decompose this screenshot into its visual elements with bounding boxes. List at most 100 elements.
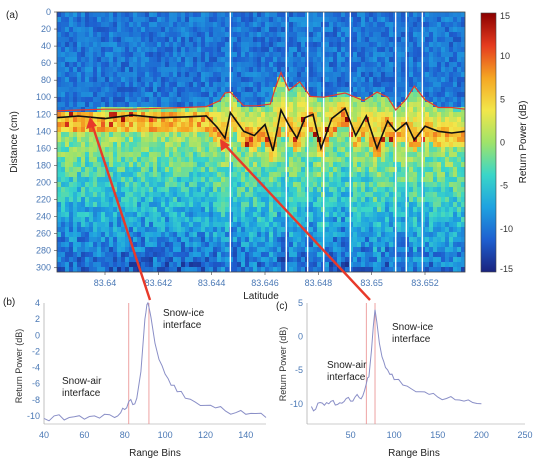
heatmap-cell	[253, 222, 258, 228]
heatmap-cell	[149, 202, 154, 208]
heatmap-cell	[189, 182, 194, 188]
heatmap-cell	[121, 187, 126, 193]
heatmap-cell	[285, 192, 290, 198]
heatmap-cell	[89, 252, 94, 258]
heatmap-cell	[189, 117, 194, 123]
heatmap-cell	[101, 267, 106, 272]
heatmap-cell	[217, 22, 222, 28]
heatmap-cell	[257, 257, 262, 263]
heatmap-cell	[93, 17, 98, 23]
heatmap-cell	[413, 142, 418, 148]
heatmap-cell	[341, 142, 346, 148]
heatmap-cell	[289, 182, 294, 188]
heatmap-cell	[149, 112, 154, 118]
heatmap-cell	[233, 212, 238, 218]
heatmap-cell	[361, 242, 366, 248]
heatmap-cell	[101, 62, 106, 68]
heatmap-cell	[133, 122, 138, 128]
heatmap-cell	[69, 167, 74, 173]
heatmap-cell	[141, 92, 146, 98]
heatmap-cell	[177, 217, 182, 223]
heatmap-cell	[145, 47, 150, 53]
heatmap-cell	[293, 37, 298, 43]
heatmap-cell	[389, 147, 394, 153]
heatmap-cell	[205, 232, 210, 238]
heatmap-cell	[205, 117, 210, 123]
heatmap-cell	[429, 202, 434, 208]
heatmap-cell	[137, 232, 142, 238]
heatmap-cell	[377, 232, 382, 238]
heatmap-cell	[177, 122, 182, 128]
heatmap-cell	[85, 217, 90, 223]
heatmap-cell	[217, 112, 222, 118]
heatmap-cell	[257, 92, 262, 98]
heatmap-cell	[417, 117, 422, 123]
heatmap-cell	[317, 187, 322, 193]
heatmap-cell	[357, 112, 362, 118]
heatmap-cell	[237, 222, 242, 228]
heatmap-cell	[225, 182, 230, 188]
heatmap-cell	[213, 252, 218, 258]
heatmap-cell	[325, 72, 330, 78]
heatmap-cell	[201, 182, 206, 188]
heatmap-cell	[133, 82, 138, 88]
heatmap-cell	[173, 37, 178, 43]
heatmap-cell	[213, 67, 218, 73]
heatmap-cell	[265, 212, 270, 218]
heatmap-cell	[89, 97, 94, 103]
heatmap-cell	[373, 137, 378, 143]
heatmap-cell	[373, 52, 378, 58]
heatmap-cell	[105, 102, 110, 108]
heatmap-cell	[169, 177, 174, 183]
heatmap-cell	[233, 167, 238, 173]
heatmap-cell	[133, 62, 138, 68]
heatmap-cell	[73, 112, 78, 118]
heatmap-cell	[109, 112, 114, 118]
heatmap-cell	[277, 37, 282, 43]
heatmap-cell	[397, 17, 402, 23]
heatmap-cell	[85, 17, 90, 23]
heatmap-cell	[229, 137, 234, 143]
heatmap-cell	[77, 247, 82, 253]
heatmap-cell	[389, 137, 394, 143]
heatmap-cell	[189, 52, 194, 58]
heatmap-cell	[77, 182, 82, 188]
heatmap-cell	[333, 147, 338, 153]
heatmap-cell	[241, 147, 246, 153]
heatmap-cell	[117, 157, 122, 163]
heatmap-cell	[109, 57, 114, 63]
heatmap-cell	[409, 252, 414, 258]
heatmap-cell	[409, 72, 414, 78]
heatmap-cell	[197, 207, 202, 213]
heatmap-cell	[181, 117, 186, 123]
heatmap-cell	[129, 252, 134, 258]
heatmap-cell	[141, 42, 146, 48]
heatmap-cell	[365, 102, 370, 108]
heatmap-cell	[357, 197, 362, 203]
heatmap-cell	[269, 107, 274, 113]
heatmap-cell	[125, 232, 130, 238]
heatmap-cell	[77, 222, 82, 228]
heatmap-cell	[209, 252, 214, 258]
heatmap-cell	[149, 172, 154, 178]
heatmap-cell	[437, 62, 442, 68]
heatmap-cell	[129, 257, 134, 263]
heatmap-cell	[105, 172, 110, 178]
heatmap-cell	[73, 267, 78, 272]
heatmap-cell	[145, 182, 150, 188]
heatmap-cell	[85, 62, 90, 68]
heatmap-cell	[245, 12, 250, 18]
heatmap-cell	[273, 212, 278, 218]
heatmap-cell	[313, 212, 318, 218]
heatmap-cell	[269, 237, 274, 243]
heatmap-cell	[297, 242, 302, 248]
heatmap-cell	[121, 162, 126, 168]
heatmap-cell	[113, 142, 118, 148]
heatmap-cell	[245, 37, 250, 43]
heatmap-cell	[281, 132, 286, 138]
heatmap-cell	[285, 142, 290, 148]
heatmap-cell	[281, 32, 286, 38]
heatmap-cell	[381, 37, 386, 43]
heatmap-cell	[421, 267, 426, 272]
heatmap-cell	[129, 72, 134, 78]
